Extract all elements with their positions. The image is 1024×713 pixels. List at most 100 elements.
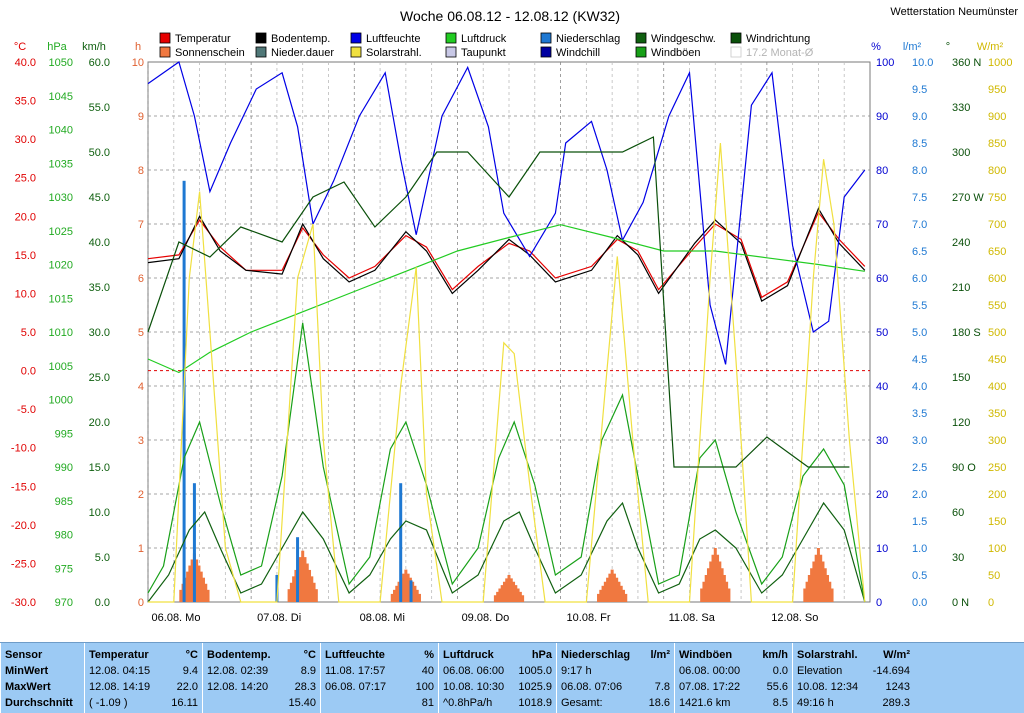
sunshine-bar [599,589,603,602]
tick-label-kmh: 10.0 [89,507,110,519]
tick-label-precip: 10.0 [912,57,933,69]
day-label: 07.08. Di [257,612,301,624]
tick-label-direction: 330 [952,102,970,114]
sunshine-bar [417,593,421,602]
tick-label-solar: 800 [988,165,1006,177]
stats-column: Luftdruck hPa 06.08. 06:00 1005.0 10.08. 10:… [438,643,556,713]
legend-swatch [445,46,457,58]
stats-cell-value: 40 [421,665,434,677]
day-label: 09.08. Do [462,612,510,624]
stats-cell-value: 100 [415,681,434,693]
stats-header: Luftdruck hPa [443,647,552,663]
series-line-luftdruck [147,224,865,374]
tick-label-hpa: 975 [55,563,73,575]
tick-label-solar: 200 [988,489,1006,501]
chart-grid [147,61,871,603]
stats-row: 12.08. 02:39 8.9 [207,663,316,679]
sunshine-bar [402,573,406,602]
stats-header: Solarstrahl. W/m² [797,647,910,663]
sunshine-bar [610,569,614,602]
tick-label-direction: 180 S [952,327,981,339]
tick-label-humidity: 40 [876,381,888,393]
tick-label-humidity: 50 [876,327,888,339]
stats-row: 9:17 h [561,663,670,679]
stats-column: Solarstrahl. W/m² Elevation -14.694 10.08. 1… [792,643,914,713]
tick-label-hpa: 1005 [49,361,73,373]
sunshine-bar [287,589,291,602]
axis-unit-label: h [135,41,141,53]
tick-label-temp: 25.0 [15,173,36,185]
tick-label-kmh: 25.0 [89,372,110,384]
tick-label-solar: 300 [988,435,1006,447]
stats-cell-value: 22.0 [176,681,198,693]
stats-header-unit: W/m² [883,649,910,661]
legend-swatch [350,46,362,58]
sunshine-bar [803,588,807,602]
legend-label: Windgeschw. [651,33,716,45]
tick-label-solar: 850 [988,138,1006,150]
axis-unit-label: % [871,41,881,53]
sunshine-bar [493,595,497,602]
tick-label-precip: 3.0 [912,435,927,447]
stats-row: 1421.6 km 8.5 [679,695,788,711]
day-label: 12.08. So [771,612,818,624]
stats-header-label: Temperatur [89,649,149,661]
tick-label-hours: 1 [138,543,144,555]
legend-label: Bodentemp. [271,33,330,45]
tick-label-hpa: 980 [55,530,73,542]
legend-swatch [635,32,647,44]
stats-column: Bodentemp. °C 12.08. 02:39 8.9 12.08. 14:20 2… [202,643,320,713]
tick-label-solar: 500 [988,327,1006,339]
legend-swatch [255,32,267,44]
sunshine-bar [812,561,816,602]
tick-label-hours: 9 [138,111,144,123]
tick-label-precip: 2.5 [912,462,927,474]
tick-label-temp: 30.0 [15,134,36,146]
tick-label-humidity: 0 [876,597,882,609]
sunshine-bar [411,581,415,602]
tick-label-humidity: 100 [876,57,894,69]
tick-label-direction: 300 [952,147,970,159]
tick-label-direction: 90 O [952,462,976,474]
sunshine-bar [199,571,203,602]
stats-row: ^0.8hPa/h 1018.9 [443,695,552,711]
tick-label-hpa: 1045 [49,91,73,103]
day-label: 10.08. Fr [567,612,611,624]
tick-label-hpa: 990 [55,462,73,474]
axis-unit-label: l/m² [903,41,922,53]
stats-row: ( -1.09 ) 16.11 [89,695,198,711]
legend-swatch [540,32,552,44]
tick-label-hours: 7 [138,219,144,231]
tick-label-temp: -5.0 [17,404,36,416]
tick-label-hours: 8 [138,165,144,177]
tick-label-hours: 0 [138,597,144,609]
sunshine-bar [292,576,296,602]
tick-label-temp: -25.0 [11,558,36,570]
sunshine-bar [612,573,616,602]
sunshine-bar [718,561,722,602]
legend-label: Solarstrahl. [366,47,422,59]
sunshine-bar [197,565,201,602]
stats-row: Durchschnitt [5,695,80,711]
tick-label-hpa: 1035 [49,158,73,170]
tick-label-direction: 60 [952,507,964,519]
sunshine-bar [606,577,610,602]
tick-label-kmh: 5.0 [95,552,110,564]
sunshine-bar [500,585,504,602]
stats-cell-label: 9:17 h [561,665,592,677]
sunshine-bar [397,581,401,602]
tick-label-solar: 900 [988,111,1006,123]
tick-label-temp: 5.0 [21,327,36,339]
tick-label-hpa: 970 [55,597,73,609]
stats-cell-label: 12.08. 14:19 [89,681,151,693]
series-line-temperatur [147,211,866,299]
stats-cell-value: 18.6 [648,697,670,709]
tick-label-solar: 650 [988,246,1006,258]
sunshine-bar [206,589,210,602]
tick-label-direction: 210 [952,282,970,294]
sunshine-bar [415,589,419,602]
sunshine-bar [505,578,509,602]
stats-header-unit: % [424,649,434,661]
stats-row: MaxWert [5,679,80,695]
stats-cell-value: 15.40 [288,697,316,709]
